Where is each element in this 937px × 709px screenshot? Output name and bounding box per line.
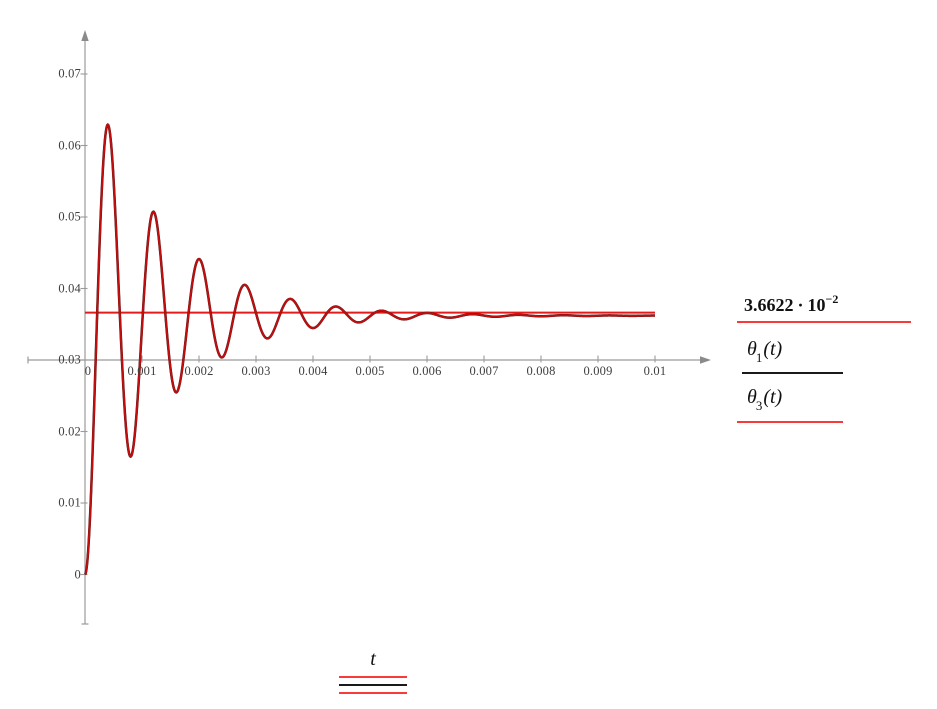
theta3-subscript: 3 [755,398,763,413]
theta-symbol: θ [747,386,757,408]
x-axis-label: t [370,648,376,670]
legend-steady-exponent: −2 [825,292,839,306]
theta3-args: (t) [763,386,783,408]
multiply-dot: · [797,295,804,315]
theta-symbol: θ [747,338,757,360]
theta1-args: (t) [763,338,783,360]
curve-theta1 [84,123,655,576]
legend-underline-steady [737,321,911,323]
legend-label-theta3: θ3(t) [747,386,783,413]
legend-steady-mantissa: 3.6622 [744,295,794,315]
y-axis-arrow-icon [81,30,89,41]
curve-theta3 [84,123,655,576]
x-axis-arrow-icon [700,356,711,364]
x-axis-label-rule-red-top [339,676,407,678]
legend-underline-theta1 [742,372,843,374]
legend-underline-theta3 [737,421,843,423]
x-axis-label-rule-red-bottom [339,692,407,694]
legend-steady-base: 10 [807,295,826,315]
legend-steady-value: 3.6622 · 10−2 [744,292,839,316]
x-axis-label-rule-black [339,684,407,686]
theta1-subscript: 1 [755,350,763,365]
legend-label-theta1: θ1(t) [747,338,783,365]
